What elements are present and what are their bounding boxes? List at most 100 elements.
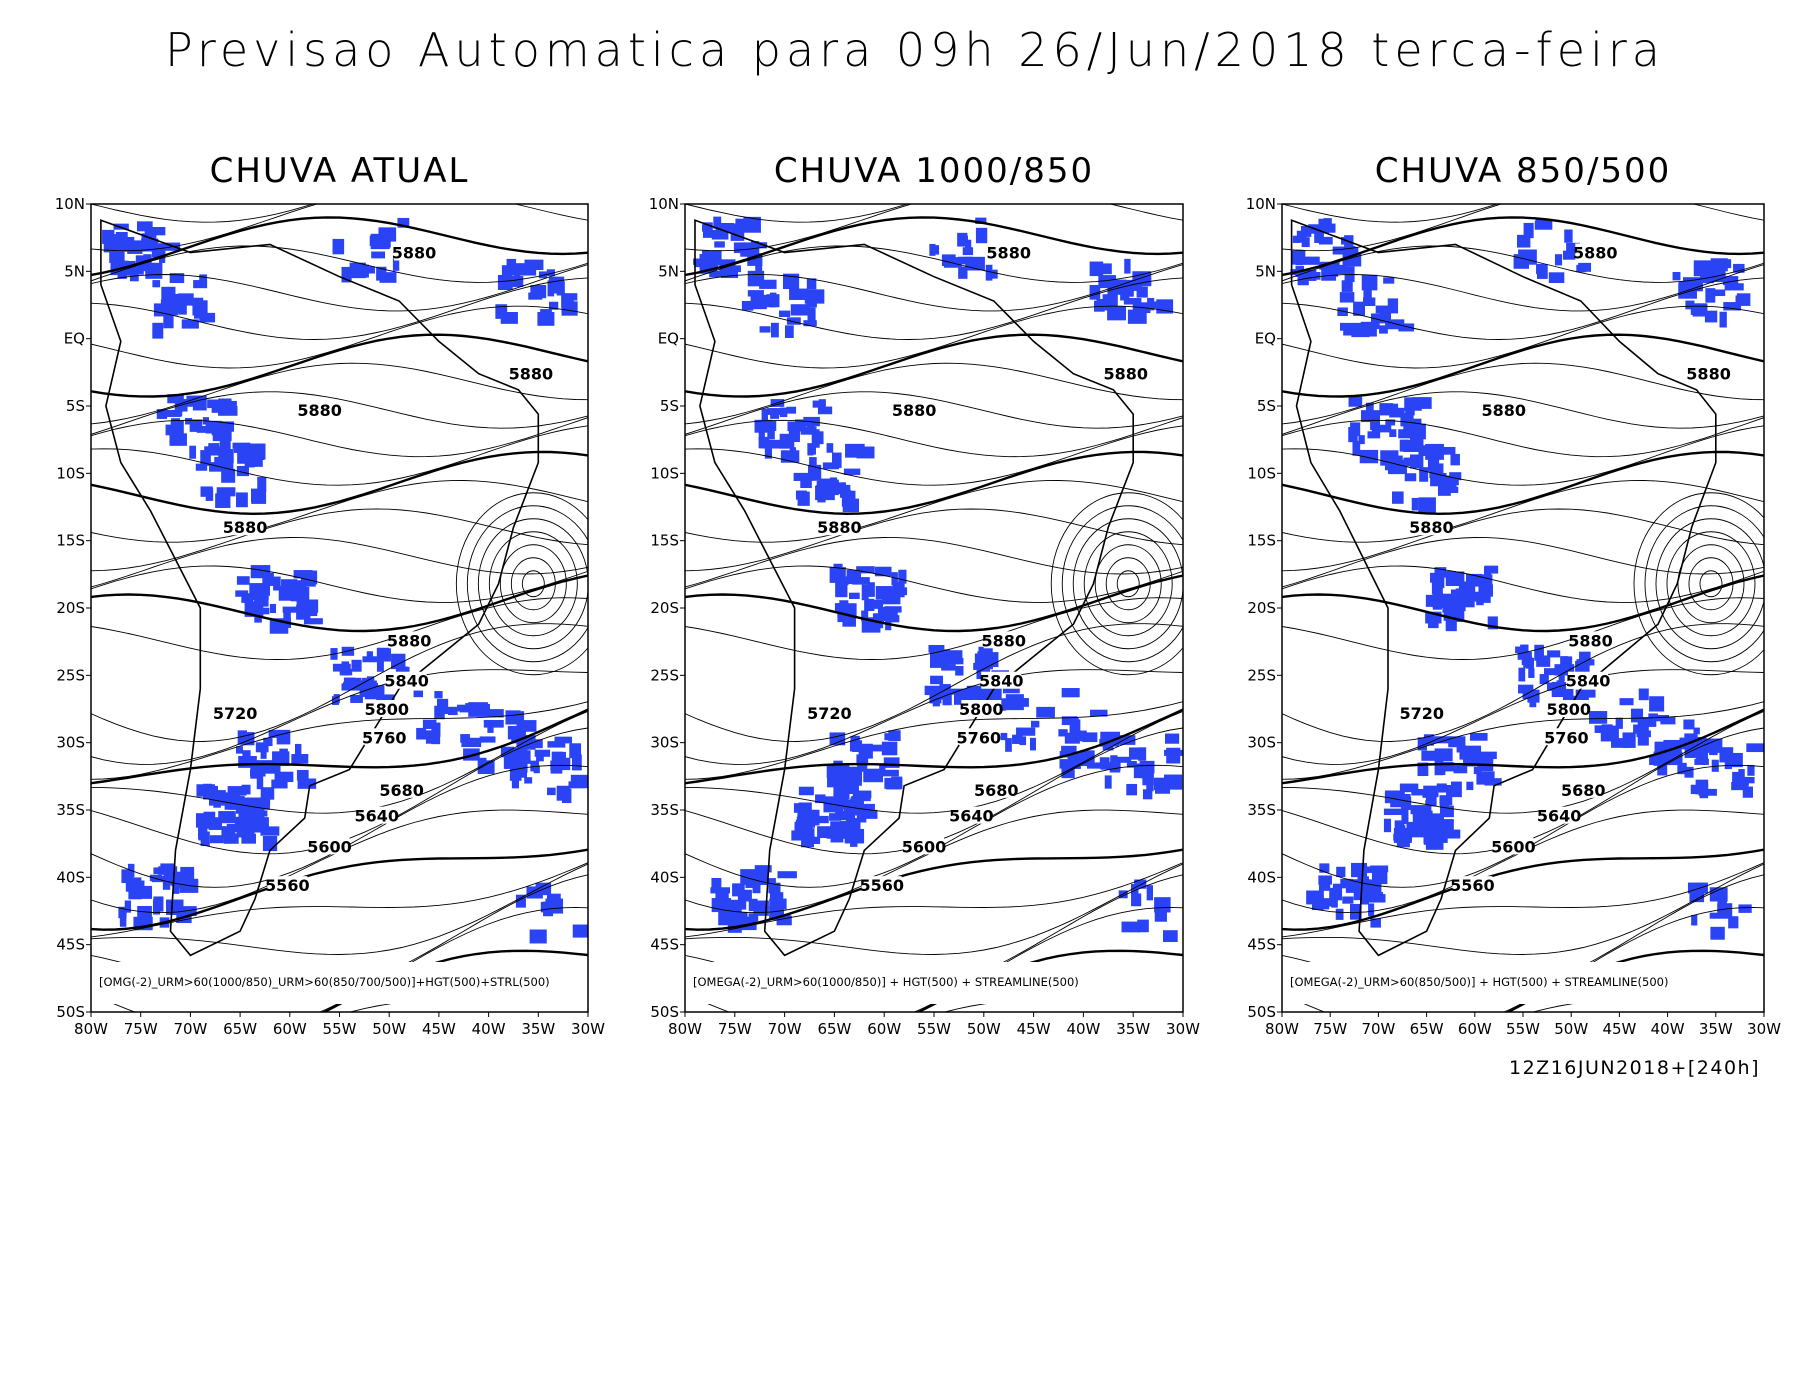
rain-cell — [393, 659, 401, 666]
rain-cell — [1386, 403, 1399, 412]
rain-cell — [185, 418, 193, 425]
streamline — [1282, 708, 1764, 785]
lon-label: 40W — [472, 1020, 506, 1038]
rain-cell — [1478, 584, 1490, 593]
contour-label: 5880 — [1573, 243, 1618, 262]
rain-cell — [511, 780, 519, 789]
rain-cell — [152, 322, 164, 339]
rain-cell — [1036, 706, 1055, 718]
rain-cell — [1445, 615, 1457, 632]
contour-label-bg — [510, 364, 551, 382]
rain-cell — [842, 498, 860, 513]
contour-label: 5720 — [1400, 704, 1445, 723]
rain-cell — [572, 924, 588, 938]
rain-cell — [789, 447, 797, 460]
rain-cell — [510, 276, 524, 287]
legend-box — [685, 962, 1183, 1004]
rain-cell — [103, 242, 120, 253]
rain-cell — [1398, 323, 1415, 332]
rain-cell — [1318, 218, 1330, 234]
contour-label: 5640 — [949, 807, 994, 826]
rain-cell — [939, 684, 951, 700]
rain-cell — [281, 579, 298, 592]
rain-cell — [805, 300, 817, 308]
rain-cell — [1742, 786, 1753, 798]
lat-label: 50S — [56, 1003, 85, 1021]
contour-label-bg — [894, 401, 935, 419]
rain-cell — [1738, 769, 1745, 785]
streamline — [91, 305, 588, 369]
streamline — [91, 710, 588, 814]
map-area: 5880 5880 5880 5880 5880 5840 5800 5760 5720 5680… — [685, 204, 1183, 1012]
rain-cell — [1539, 674, 1549, 685]
rain-cell — [720, 270, 739, 279]
rain-cell — [144, 230, 157, 241]
lon-label: 60W — [867, 1020, 901, 1038]
rain-cell — [1554, 664, 1575, 676]
cyclone-streamline — [1116, 570, 1140, 598]
rain-cell — [536, 753, 544, 762]
rain-cell — [973, 693, 988, 705]
lon-label: 45W — [1017, 1020, 1051, 1038]
lon-label: 80W — [1265, 1020, 1299, 1038]
rain-cell — [737, 895, 747, 910]
rain-cell — [195, 813, 215, 828]
streamline — [1282, 362, 1764, 425]
contour-label: 5560 — [265, 876, 310, 895]
rain-cell — [1384, 460, 1400, 471]
rain-cell — [1683, 719, 1695, 730]
rain-cell — [1430, 472, 1447, 485]
rain-cell — [366, 651, 373, 659]
rain-cell — [1418, 497, 1436, 513]
rain-cell — [1732, 771, 1740, 786]
rain-cell — [160, 863, 176, 873]
lon-label: 30W — [1166, 1020, 1200, 1038]
rain-cell — [196, 426, 212, 433]
rain-cell — [1363, 297, 1376, 307]
contour-label-bg — [976, 780, 1017, 798]
rain-cell — [767, 427, 775, 440]
streamline — [1282, 204, 1499, 223]
lon-label: 75W — [1313, 1020, 1347, 1038]
rain-cell — [1012, 734, 1020, 744]
rain-cell — [1019, 736, 1027, 746]
streamline — [685, 848, 1183, 931]
rain-cell — [1456, 745, 1466, 753]
rain-cell — [241, 833, 256, 844]
rain-cell — [1341, 280, 1353, 292]
rain-cell — [181, 319, 199, 329]
rain-cell — [857, 809, 878, 819]
contour-label-bg — [1401, 704, 1442, 722]
rain-cell — [867, 582, 875, 597]
rain-cell — [1747, 764, 1755, 776]
rain-cell — [811, 431, 824, 445]
rain-cell — [978, 646, 993, 655]
rain-cell — [1528, 668, 1535, 678]
rain-cell — [924, 685, 943, 696]
rain-cell — [262, 836, 278, 852]
lon-label: 30W — [571, 1020, 605, 1038]
cyclone-streamline — [1061, 505, 1183, 663]
cyclone-streamline — [477, 518, 588, 650]
rain-cell — [211, 404, 219, 413]
rain-cell — [812, 400, 822, 408]
rain-cell — [1371, 424, 1392, 433]
cyclone-streamline — [1072, 518, 1183, 650]
rain-cell — [341, 661, 350, 676]
rain-cell — [1638, 688, 1649, 701]
rain-cell — [547, 741, 566, 748]
rain-cell — [1431, 581, 1443, 595]
cyclone-streamline — [1105, 557, 1151, 611]
rain-cell — [479, 736, 496, 743]
rain-cell — [1419, 467, 1429, 482]
legend-box — [1282, 962, 1764, 1004]
rain-cell — [233, 443, 245, 453]
rain-cell — [516, 720, 537, 732]
rain-cell — [872, 613, 885, 624]
rain-cell — [793, 472, 813, 481]
rain-cell — [1329, 887, 1343, 901]
rain-cell — [1601, 724, 1613, 731]
rain-cell — [235, 802, 249, 814]
rain-cell — [1423, 734, 1434, 746]
rain-cell — [833, 482, 846, 494]
